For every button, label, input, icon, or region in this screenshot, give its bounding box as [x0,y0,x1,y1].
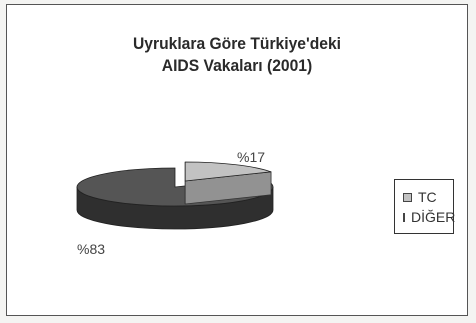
chart-title-line-2: AIDS Vakaları (2001) [161,56,313,75]
pie-slice-tc [184,161,272,182]
legend-item-diger: DİĞER [403,207,456,227]
chart-frame: Uyruklara Göre Türkiye'deki AIDS Vakalar… [6,4,468,316]
pie-chart: %17 %83 [76,149,274,257]
legend-item-tc: TC [403,187,453,207]
chart-title: Uyruklara Göre Türkiye'deki AIDS Vakalar… [25,33,448,77]
legend-label-tc: TC [418,189,437,205]
legend-swatch-diger [403,212,405,222]
legend: TC DİĞER [394,179,456,234]
pie-group [76,161,274,230]
legend-label-diger: DİĞER [411,209,456,225]
chart-title-line-1: Uyruklara Göre Türkiye'deki [132,34,342,53]
data-label-diger: %83 [77,241,105,257]
legend-swatch-tc [403,192,412,202]
data-label-tc: %17 [237,149,265,165]
